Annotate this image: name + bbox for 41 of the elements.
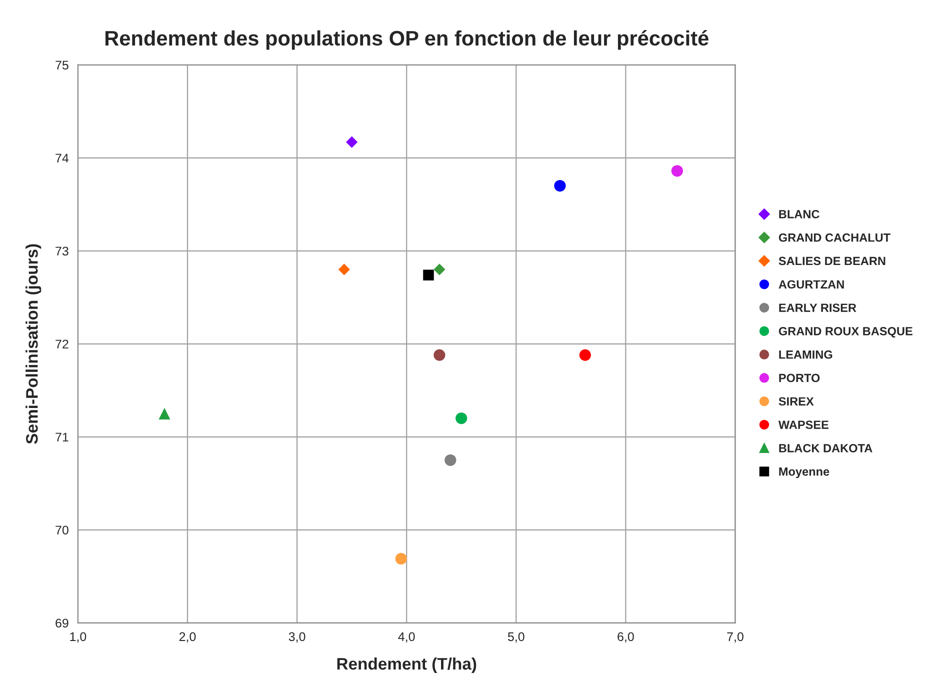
x-axis-title: Rendement (T/ha) xyxy=(337,657,476,673)
y-tick-label: 75 xyxy=(56,60,68,70)
y-axis-title: Semi-Pollinisation (jours) xyxy=(26,244,42,444)
x-tick-label: 3,0 xyxy=(288,632,306,643)
legend-label: PORTO xyxy=(779,374,820,382)
y-tick-label: 73 xyxy=(56,246,68,256)
legend-label: SALIES DE BEARN xyxy=(778,256,886,266)
legend-label: SIREX xyxy=(778,397,814,406)
point xyxy=(579,349,591,361)
point xyxy=(346,136,358,148)
y-tick-label: 71 xyxy=(56,432,68,442)
x-tick-label: 2,0 xyxy=(179,632,196,643)
point xyxy=(434,264,446,276)
point xyxy=(554,180,566,192)
legend-label: Moyenne xyxy=(779,468,830,478)
legend-label: AGURTZAN xyxy=(778,280,844,289)
point xyxy=(434,349,446,361)
legend-label: EARLY RISER xyxy=(779,304,856,312)
x-tick-label: 4,0 xyxy=(398,632,415,643)
legend-label: BLACK DAKOTA xyxy=(779,444,872,452)
y-tick-label: 69 xyxy=(56,618,68,628)
legend-label: GRAND CACHALUT xyxy=(778,233,890,242)
x-tick-label: 5,0 xyxy=(508,632,524,643)
y-tick-label: 74 xyxy=(56,154,69,162)
y-tick-label: 72 xyxy=(56,340,68,348)
legend-label: BLANC xyxy=(779,210,820,218)
legend-label: LEAMING xyxy=(779,350,832,359)
legend-label: GRAND ROUX BASQUE xyxy=(778,327,912,338)
legend-label: WAPSEE xyxy=(778,420,828,429)
point xyxy=(456,412,468,424)
point xyxy=(671,165,683,177)
point xyxy=(444,454,456,466)
point xyxy=(158,408,170,420)
point xyxy=(338,264,350,276)
x-tick-label: 6,0 xyxy=(618,632,634,643)
x-tick-label: 7,0 xyxy=(727,632,744,643)
point xyxy=(423,270,434,280)
chart-title: Rendement des populations OP en fonction de leur précocité xyxy=(105,30,708,50)
point xyxy=(395,552,407,565)
x-tick-label: 1,0 xyxy=(70,632,86,643)
y-tick-label: 70 xyxy=(56,526,68,535)
